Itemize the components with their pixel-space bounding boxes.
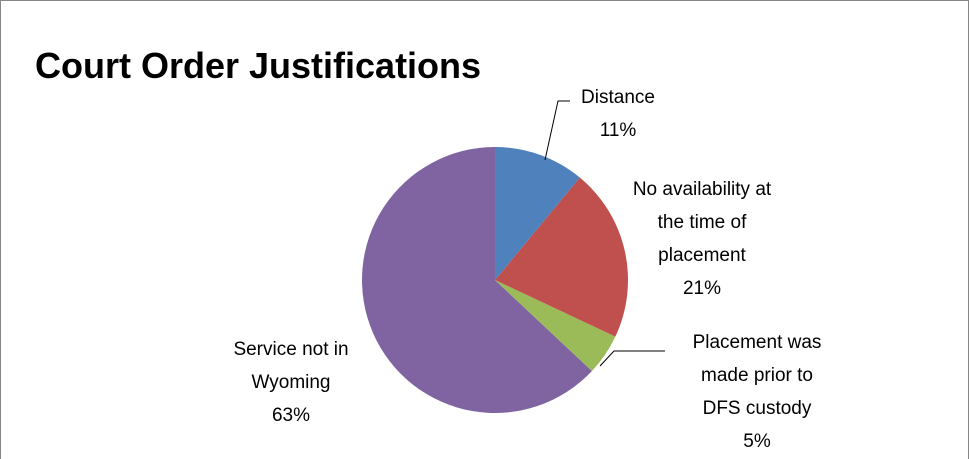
label-value: 5% (743, 431, 771, 452)
pie-slice (495, 280, 616, 372)
pie-slice (495, 147, 580, 280)
slice-label: Service not in Wyoming 63% (221, 333, 361, 432)
label-name: Distance (581, 87, 655, 108)
leader-line (599, 350, 665, 367)
label-value: 21% (682, 278, 722, 299)
slice-label: Placement was made prior to DFS custody 5… (687, 326, 827, 458)
chart-title: Court Order Justifications (35, 45, 482, 86)
label-name: No availability at the time of placement (632, 179, 772, 266)
label-value: 11% (599, 120, 637, 141)
pie-slice (362, 147, 592, 414)
label-name: Service not in Wyoming (233, 339, 349, 393)
slice-label: Distance 11% (558, 81, 678, 147)
pie-slice (495, 177, 628, 337)
slice-label: No availability at the time of placement… (632, 173, 772, 305)
label-name: Placement was made prior to DFS custody (692, 332, 822, 419)
label-value: 63% (271, 405, 311, 426)
leader-line (544, 100, 570, 161)
